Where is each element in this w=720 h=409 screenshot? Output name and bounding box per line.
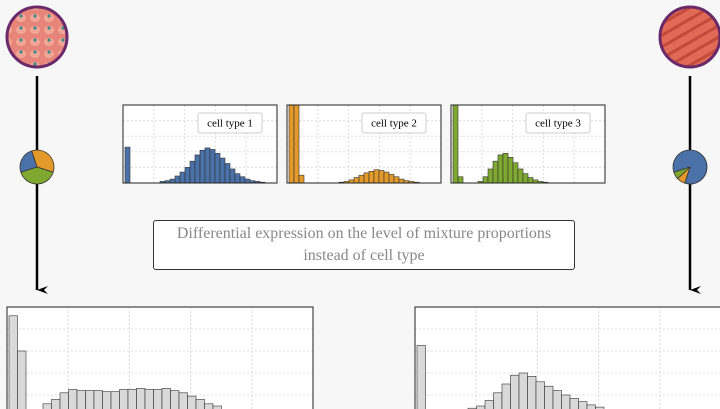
- bar: [128, 390, 137, 409]
- bar: [502, 384, 511, 409]
- bar: [354, 178, 359, 183]
- bar: [536, 382, 545, 409]
- bar: [553, 391, 562, 409]
- bar: [205, 148, 210, 183]
- bar: [77, 391, 86, 409]
- panel-label: cell type 2: [371, 118, 417, 130]
- bar: [137, 388, 146, 409]
- bar: [180, 172, 185, 183]
- bar: [523, 174, 528, 183]
- bar: [384, 172, 389, 183]
- bar: [210, 149, 215, 183]
- diagram: cell type 1 cell type 2 cell type 3: [0, 0, 720, 409]
- bar: [369, 171, 374, 183]
- panel-label: cell type 3: [535, 118, 581, 130]
- bar: [562, 395, 571, 409]
- bar: [230, 169, 235, 183]
- bar: [94, 391, 103, 409]
- bar: [9, 316, 18, 409]
- bar: [528, 376, 537, 409]
- bar: [43, 404, 52, 409]
- bar: [171, 391, 180, 409]
- tissue-icon: [660, 7, 720, 67]
- bar: [170, 179, 175, 183]
- bar: [52, 399, 61, 409]
- bar: [220, 158, 225, 183]
- bar: [458, 177, 463, 183]
- bar: [162, 388, 171, 409]
- tissue-icon: [7, 7, 67, 67]
- bar: [225, 164, 230, 184]
- bar: [483, 177, 488, 183]
- bar: [145, 390, 154, 409]
- bar: [498, 155, 503, 183]
- bar: [215, 153, 220, 183]
- bar: [513, 163, 518, 183]
- panel: [415, 307, 720, 409]
- bar: [389, 174, 394, 183]
- bar: [111, 392, 120, 409]
- bar: [154, 390, 163, 409]
- bar: [359, 175, 364, 183]
- panel-label: cell type 1: [207, 118, 253, 130]
- bar: [488, 169, 493, 183]
- bar: [240, 177, 245, 183]
- bar: [503, 153, 508, 183]
- bar: [179, 393, 188, 409]
- bar: [86, 391, 95, 409]
- bar: [120, 390, 129, 409]
- bar: [364, 173, 369, 183]
- bar: [493, 161, 498, 183]
- bar: [245, 179, 250, 183]
- bar: [570, 398, 579, 409]
- bar: [205, 404, 214, 409]
- bar: [545, 386, 554, 409]
- bar: [188, 396, 197, 409]
- bar: [235, 174, 240, 183]
- bar: [299, 175, 304, 183]
- bar: [190, 161, 195, 183]
- bar: [528, 178, 533, 183]
- bar: [196, 399, 205, 409]
- bar: [103, 392, 112, 409]
- bar: [417, 346, 426, 409]
- bar: [485, 401, 494, 409]
- bar: [185, 167, 190, 183]
- bar: [175, 176, 180, 183]
- bar: [494, 393, 503, 409]
- bar: [508, 157, 513, 183]
- bar: [579, 402, 588, 409]
- bar: [374, 170, 379, 183]
- bar: [294, 105, 299, 183]
- bar: [200, 150, 205, 183]
- bar: [394, 177, 399, 183]
- bar: [453, 105, 458, 183]
- bar: [18, 351, 27, 409]
- bar: [69, 390, 78, 409]
- bar: [289, 105, 294, 183]
- bar: [511, 375, 520, 409]
- bar: [518, 169, 523, 183]
- bar: [587, 405, 596, 409]
- bar: [60, 393, 69, 409]
- bar: [195, 155, 200, 183]
- bar: [379, 171, 384, 183]
- bar: [125, 147, 130, 183]
- note: Differential expression on the level of …: [153, 220, 575, 270]
- bar: [399, 179, 404, 183]
- bar: [519, 373, 528, 409]
- figure: cell type 1 cell type 2 cell type 3 Differ…: [0, 0, 720, 409]
